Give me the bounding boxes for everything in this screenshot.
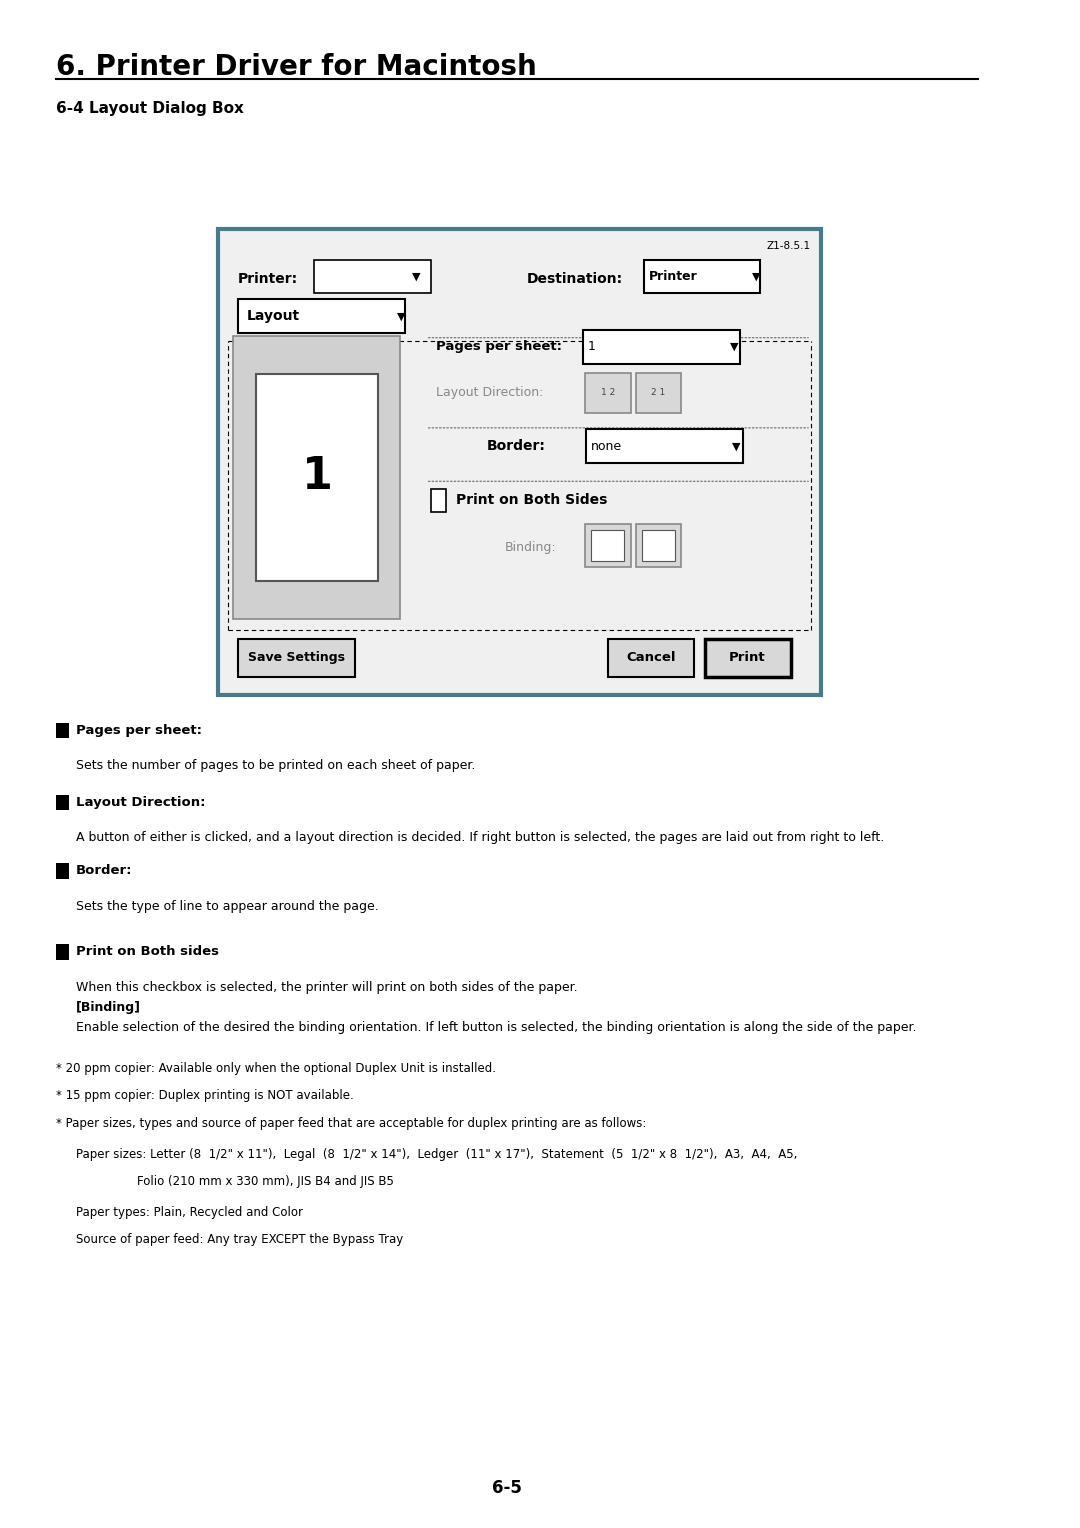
Text: When this checkbox is selected, the printer will print on both sides of the pape: When this checkbox is selected, the prin… — [76, 981, 578, 995]
FancyBboxPatch shape — [636, 524, 681, 567]
FancyBboxPatch shape — [636, 373, 681, 413]
Text: Printer:: Printer: — [239, 272, 298, 286]
Text: A button of either is clicked, and a layout direction is decided. If right butto: A button of either is clicked, and a lay… — [76, 831, 885, 845]
Text: ▼: ▼ — [752, 272, 760, 281]
Text: 2 1: 2 1 — [651, 388, 665, 397]
FancyBboxPatch shape — [222, 237, 816, 688]
FancyBboxPatch shape — [608, 639, 694, 677]
Text: [Binding]: [Binding] — [76, 1001, 141, 1015]
FancyBboxPatch shape — [585, 373, 631, 413]
Text: Cancel: Cancel — [626, 651, 676, 665]
Text: Border:: Border: — [76, 865, 133, 877]
Text: Printer: Printer — [649, 270, 698, 283]
Text: 1 2: 1 2 — [600, 388, 615, 397]
Text: Sets the number of pages to be printed on each sheet of paper.: Sets the number of pages to be printed o… — [76, 759, 475, 773]
Text: Layout Direction:: Layout Direction: — [76, 796, 205, 808]
FancyBboxPatch shape — [256, 374, 378, 581]
Text: * 20 ppm copier: Available only when the optional Duplex Unit is installed.: * 20 ppm copier: Available only when the… — [56, 1062, 496, 1076]
FancyBboxPatch shape — [239, 639, 355, 677]
FancyBboxPatch shape — [56, 863, 69, 879]
Text: 6. Printer Driver for Macintosh: 6. Printer Driver for Macintosh — [56, 53, 537, 81]
FancyBboxPatch shape — [239, 299, 405, 333]
FancyBboxPatch shape — [56, 795, 69, 810]
FancyBboxPatch shape — [591, 530, 624, 561]
Text: Pages per sheet:: Pages per sheet: — [76, 724, 202, 736]
FancyBboxPatch shape — [233, 336, 401, 619]
Text: * 15 ppm copier: Duplex printing is NOT available.: * 15 ppm copier: Duplex printing is NOT … — [56, 1089, 353, 1103]
Text: Layout Direction:: Layout Direction: — [436, 387, 543, 399]
Text: Layout: Layout — [246, 309, 299, 324]
Text: ▼: ▼ — [731, 442, 740, 451]
Text: Source of paper feed: Any tray EXCEPT the Bypass Tray: Source of paper feed: Any tray EXCEPT th… — [76, 1233, 403, 1247]
Text: ▼: ▼ — [397, 312, 405, 321]
FancyBboxPatch shape — [704, 639, 791, 677]
Text: 1: 1 — [301, 455, 333, 498]
Text: 6-4 Layout Dialog Box: 6-4 Layout Dialog Box — [56, 101, 244, 116]
Text: Print on Both sides: Print on Both sides — [76, 946, 219, 958]
Text: Save Settings: Save Settings — [247, 651, 345, 665]
Text: ▼: ▼ — [413, 272, 421, 281]
Text: Destination:: Destination: — [527, 272, 623, 286]
FancyBboxPatch shape — [431, 489, 446, 512]
FancyBboxPatch shape — [583, 330, 740, 364]
FancyBboxPatch shape — [586, 429, 743, 463]
Text: 1: 1 — [588, 341, 596, 353]
Text: Pages per sheet:: Pages per sheet: — [436, 341, 562, 353]
Text: Print: Print — [729, 651, 766, 665]
Text: Sets the type of line to appear around the page.: Sets the type of line to appear around t… — [76, 900, 379, 914]
FancyBboxPatch shape — [585, 524, 631, 567]
FancyBboxPatch shape — [644, 260, 760, 293]
Text: 6-5: 6-5 — [491, 1479, 522, 1497]
Text: Z1-8.5.1: Z1-8.5.1 — [767, 241, 811, 252]
FancyBboxPatch shape — [56, 723, 69, 738]
Text: none: none — [591, 440, 622, 452]
Text: * Paper sizes, types and source of paper feed that are acceptable for duplex pri: * Paper sizes, types and source of paper… — [56, 1117, 646, 1131]
Text: Enable selection of the desired the binding orientation. If left button is selec: Enable selection of the desired the bind… — [76, 1021, 917, 1034]
Text: Folio (210 mm x 330 mm), JIS B4 and JIS B5: Folio (210 mm x 330 mm), JIS B4 and JIS … — [137, 1175, 394, 1189]
Text: Border:: Border: — [487, 439, 545, 454]
Text: ▼: ▼ — [729, 342, 738, 351]
Text: Paper types: Plain, Recycled and Color: Paper types: Plain, Recycled and Color — [76, 1206, 303, 1219]
FancyBboxPatch shape — [314, 260, 431, 293]
Text: Binding:: Binding: — [504, 541, 556, 553]
FancyBboxPatch shape — [218, 229, 821, 695]
Text: Paper sizes: Letter (8  1/2" x 11"),  Legal  (8  1/2" x 14"),  Ledger  (11" x 17: Paper sizes: Letter (8 1/2" x 11"), Lega… — [76, 1148, 797, 1161]
FancyBboxPatch shape — [56, 944, 69, 960]
FancyBboxPatch shape — [642, 530, 675, 561]
Text: Print on Both Sides: Print on Both Sides — [456, 492, 608, 507]
